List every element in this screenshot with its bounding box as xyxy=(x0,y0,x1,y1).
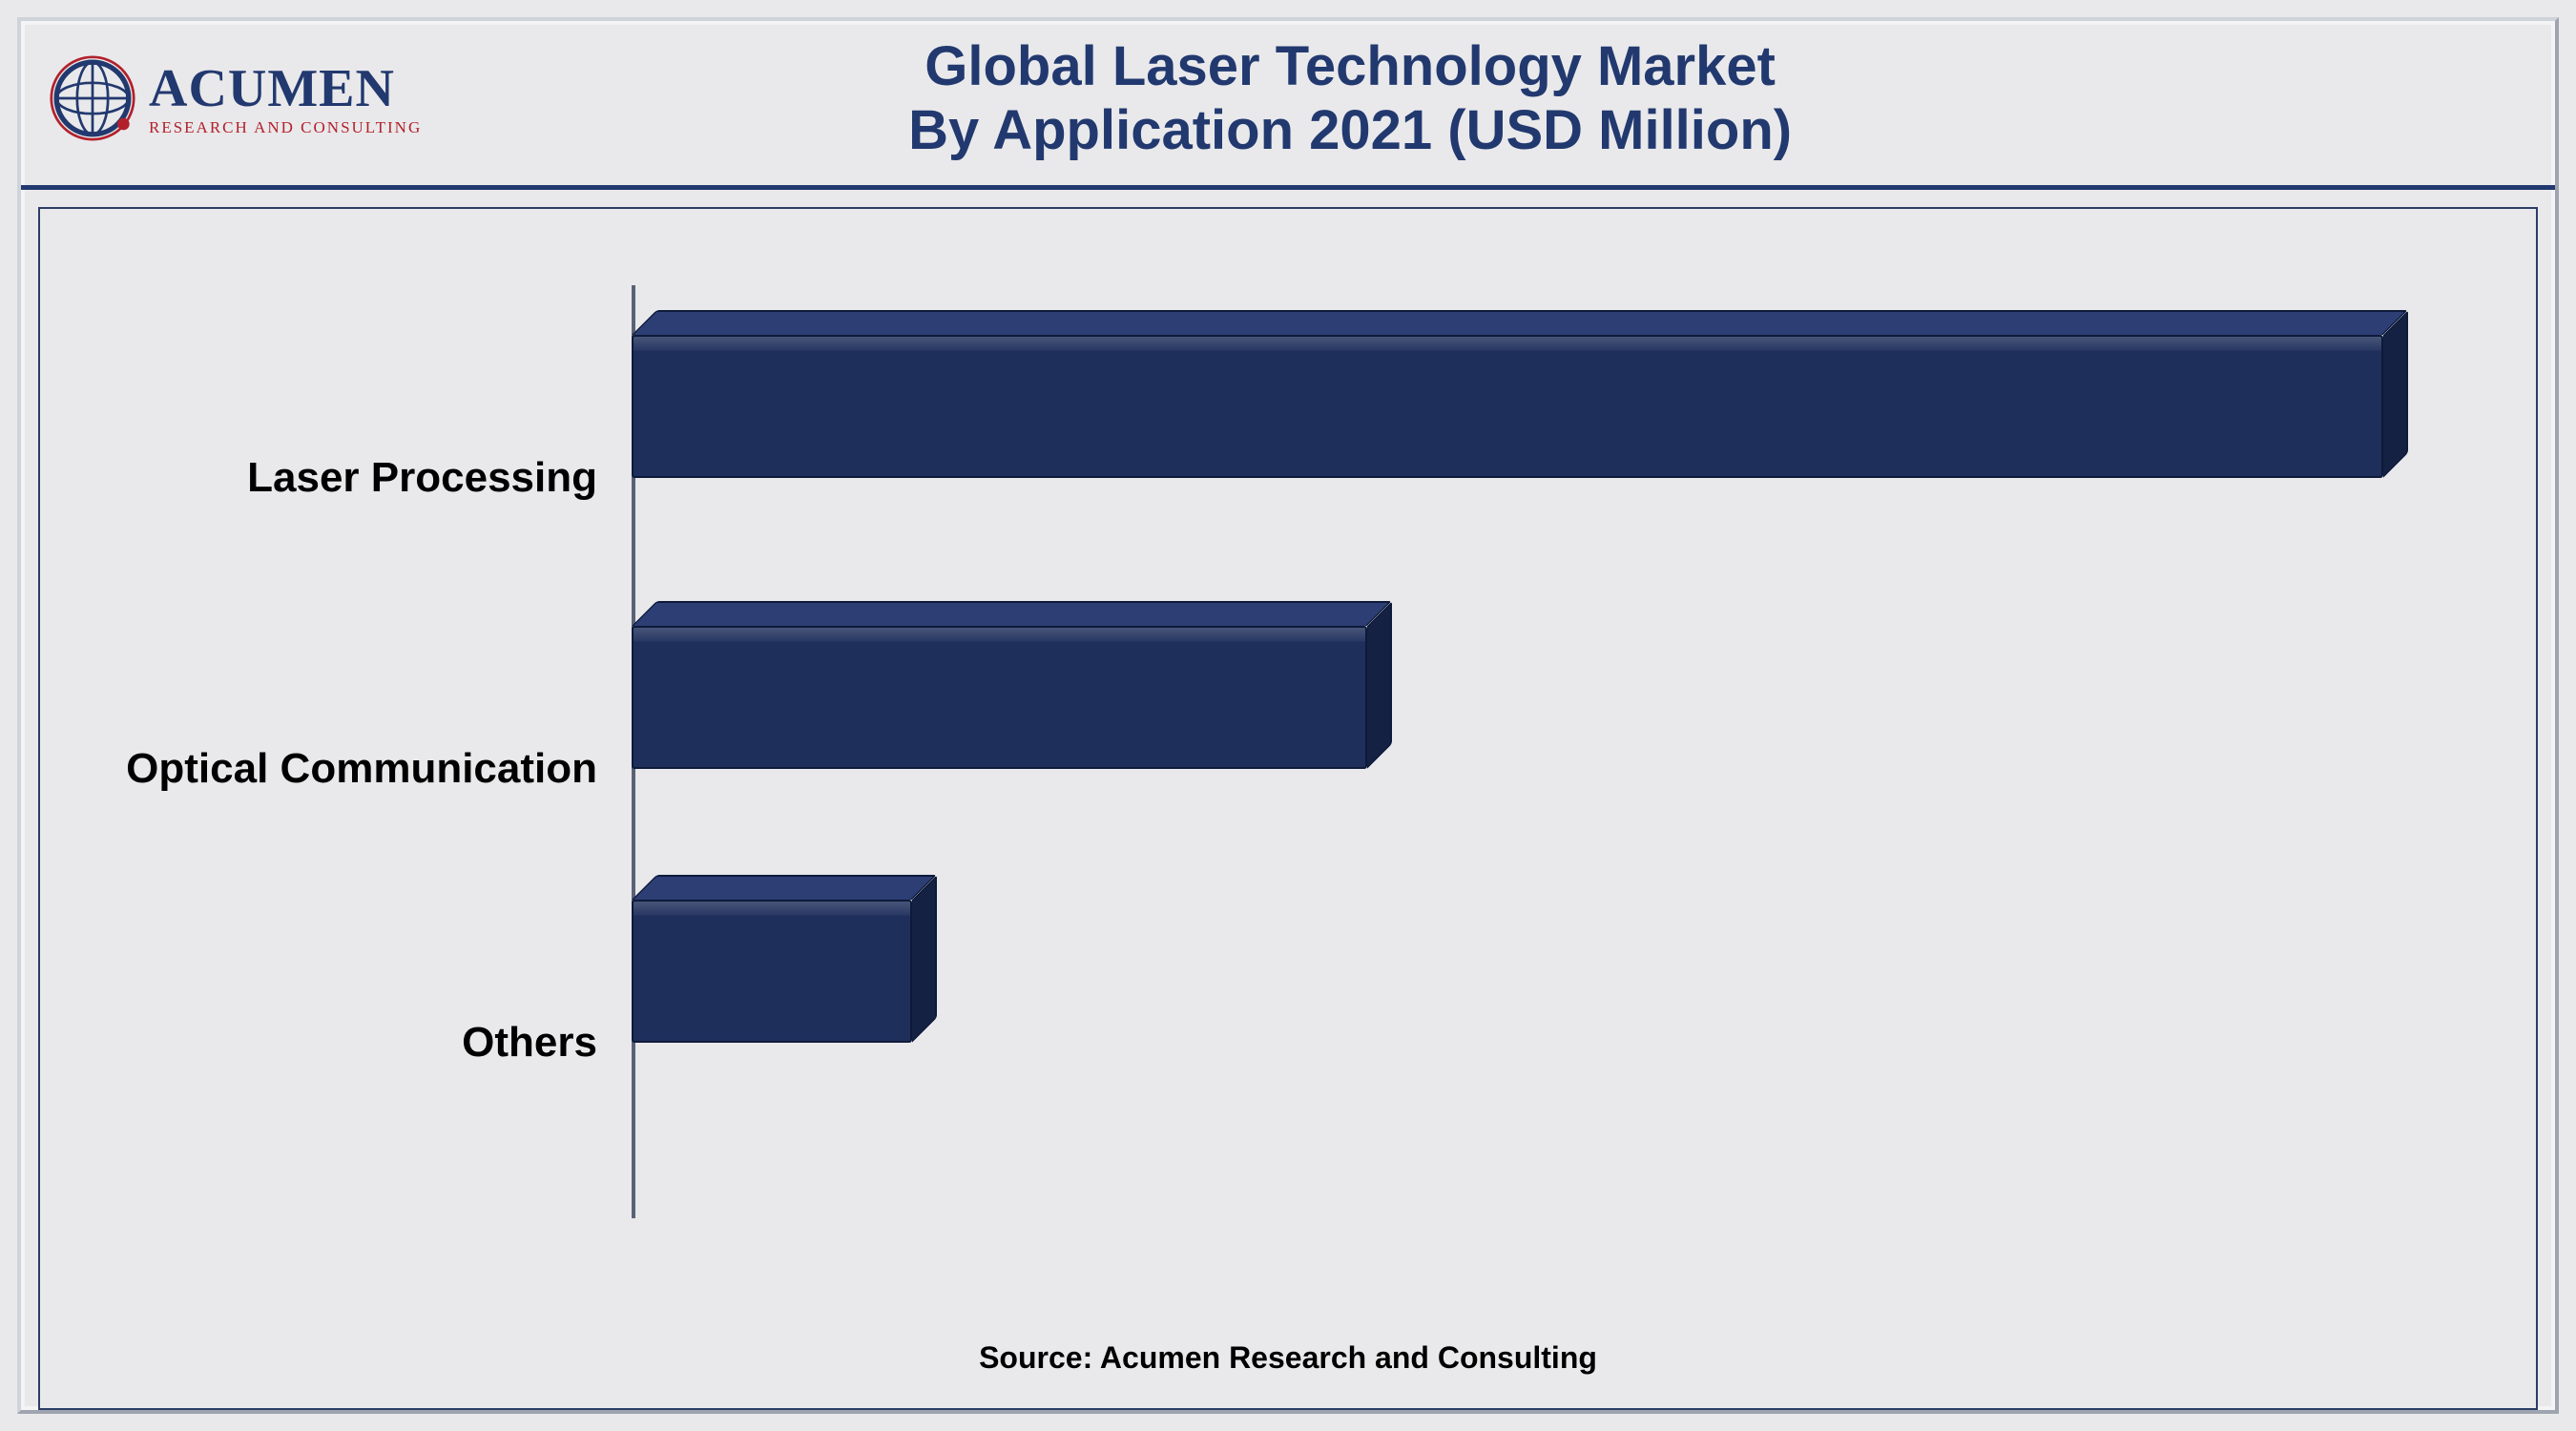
header: ACUMEN RESEARCH AND CONSULTING Global La… xyxy=(21,21,2555,190)
category-label: Others xyxy=(462,1019,632,1067)
bar-side-face xyxy=(2383,310,2408,478)
bar-side-face xyxy=(1367,601,1392,769)
brand-logo: ACUMEN RESEARCH AND CONSULTING xyxy=(50,55,422,141)
bar xyxy=(632,626,1367,769)
bar-top-face xyxy=(632,601,1392,626)
bar-front-face xyxy=(632,335,2383,478)
bar xyxy=(632,900,912,1043)
bar-front-face xyxy=(632,900,912,1043)
logo-main-text: ACUMEN xyxy=(149,62,422,115)
chart-frame: ACUMEN RESEARCH AND CONSULTING Global La… xyxy=(17,17,2559,1414)
bar-top-face xyxy=(632,875,937,900)
bar xyxy=(632,335,2383,478)
plot-area: Laser Processing Optical Communication Oth… xyxy=(40,209,2536,1323)
category-label: Optical Communication xyxy=(126,745,632,793)
globe-icon xyxy=(50,55,135,141)
logo-sub-text: RESEARCH AND CONSULTING xyxy=(149,119,422,135)
category-label: Laser Processing xyxy=(247,454,632,502)
plot-panel: Laser Processing Optical Communication Oth… xyxy=(38,207,2538,1410)
bar-side-face xyxy=(912,875,937,1043)
bar-top-face xyxy=(632,310,2408,335)
bar-front-face xyxy=(632,626,1367,769)
chart-title: Global Laser Technology Market By Applic… xyxy=(422,34,2526,162)
source-attribution: Source: Acumen Research and Consulting xyxy=(40,1323,2536,1408)
title-line-1: Global Laser Technology Market xyxy=(422,34,2278,98)
bar-chart: Laser ProcessingOptical CommunicationOth… xyxy=(632,323,2383,1180)
title-line-2: By Application 2021 (USD Million) xyxy=(422,98,2278,162)
